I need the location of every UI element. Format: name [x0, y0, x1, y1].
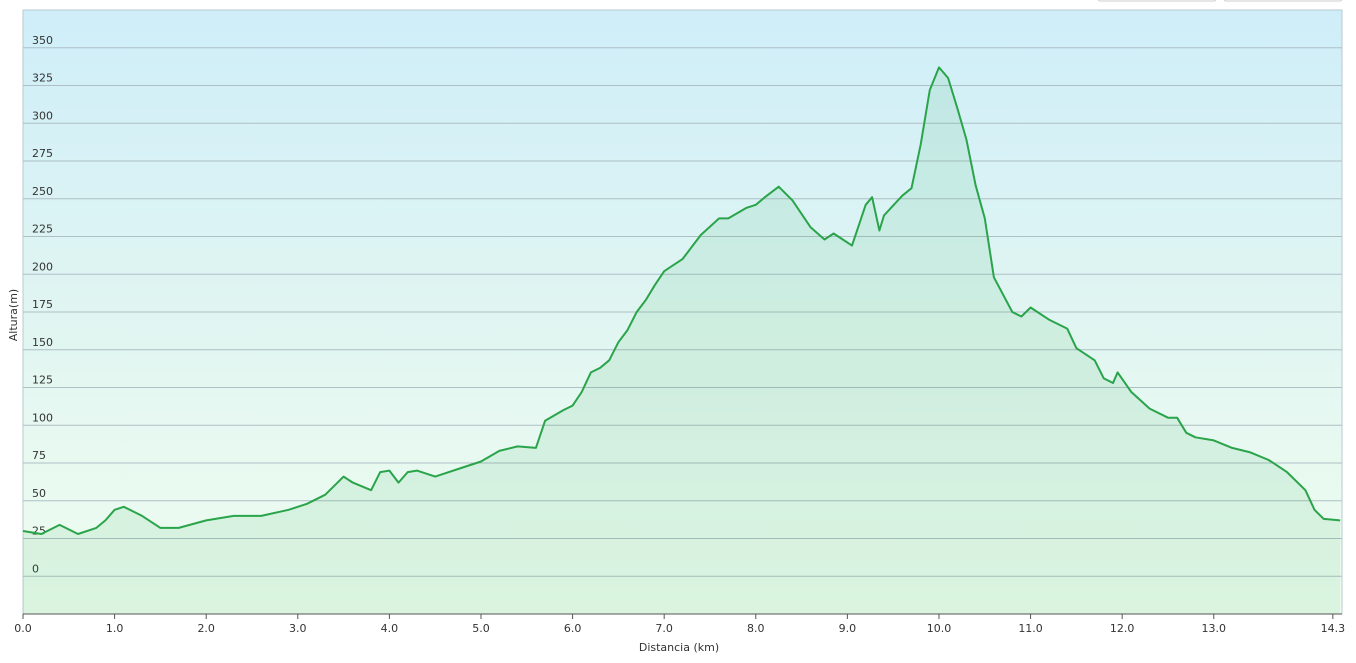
y-tick-label: 300	[32, 109, 53, 122]
x-tick-label: 5.0	[472, 622, 490, 635]
x-tick-label: 8.0	[747, 622, 765, 635]
y-tick-label: 200	[32, 260, 53, 273]
x-tick-label: 7.0	[655, 622, 673, 635]
y-tick-label: 75	[32, 449, 46, 462]
x-tick-label: 12.0	[1110, 622, 1135, 635]
toolbar-button[interactable]	[1223, 0, 1343, 2]
elevation-line	[22, 66, 1341, 535]
y-tick-label: 50	[32, 487, 46, 500]
x-tick-label: 1.0	[106, 622, 124, 635]
x-tick-label: 11.0	[1018, 622, 1043, 635]
y-tick-label: 150	[32, 336, 53, 349]
x-tick-label: 4.0	[381, 622, 399, 635]
x-axis-label: Distancia (km)	[639, 641, 719, 654]
y-tick-label: 225	[32, 223, 53, 236]
y-tick-label: 350	[32, 34, 53, 47]
x-tick-label: 14.3	[1321, 622, 1346, 635]
x-tick-label: 3.0	[289, 622, 307, 635]
x-tick-label: 6.0	[564, 622, 582, 635]
x-tick-label: 2.0	[197, 622, 215, 635]
area-fill	[23, 67, 1341, 614]
x-tick-label: 0.0	[14, 622, 32, 635]
y-tick-label: 250	[32, 185, 53, 198]
y-axis-label: Altura(m)	[7, 289, 20, 341]
y-tick-label: 125	[32, 374, 53, 387]
y-tick-label: 275	[32, 147, 53, 160]
y-tick-label: 100	[32, 411, 53, 424]
toolbar-button[interactable]	[1097, 0, 1217, 2]
x-tick-label: 10.0	[927, 622, 952, 635]
x-tick-label: 13.0	[1202, 622, 1227, 635]
y-tick-label: 325	[32, 72, 53, 85]
y-tick-label: 0	[32, 562, 39, 575]
x-tick-label: 9.0	[839, 622, 857, 635]
y-tick-label: 175	[32, 298, 53, 311]
